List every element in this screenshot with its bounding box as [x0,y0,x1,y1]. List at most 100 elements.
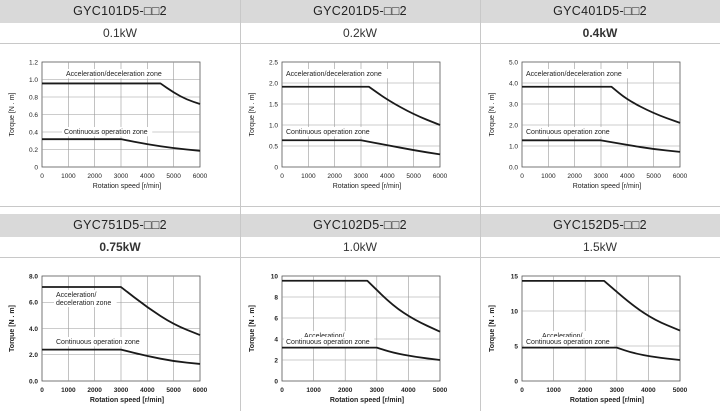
torque-chart-2: 0 1000 2000 3000 4000 5000 6000 0 0.5 1.0 1.5 2.0 2.… [249,59,448,190]
y-tick-label: 4.0 [29,326,38,333]
y-axis-label: Torque [N . m] [249,305,256,352]
x-tick-label: 4000 [401,387,416,394]
zone-label-text: Acceleration/ [304,333,345,340]
acceleration-zone-label: Acceleration/deceleration zone [524,69,632,79]
x-tick-label: 5000 [406,173,421,180]
y-tick-label: 4 [274,336,278,343]
y-axis-label: Torque [N . m] [489,305,496,352]
x-tick-label: 0 [520,387,524,394]
y-tick-label: 3.0 [509,101,518,108]
x-tick-label: 2000 [87,387,102,394]
y-tick-label: 0.5 [269,143,278,150]
label-background [284,69,392,79]
y-tick-label: 5.0 [509,59,518,66]
x-tick-label: 1000 [306,387,321,394]
y-tick-label: 2 [274,357,278,364]
x-tick-label: 6000 [193,173,208,180]
x-tick-label: 3000 [370,387,385,394]
zone-label-text: Acceleration/deceleration zone [526,71,622,78]
y-tick-label: 1.0 [29,77,38,84]
y-tick-label: 0.2 [29,147,38,154]
x-tick-label: 1000 [541,173,556,180]
x-tick-label: 4000 [641,387,656,394]
x-tick-label: 4000 [140,173,155,180]
acceleration-zone-line [282,85,441,126]
y-tick-label: 0.8 [29,94,38,101]
x-tick-label: 0 [40,173,44,180]
x-tick-label: 0 [40,387,44,394]
x-tick-label: 2000 [578,387,593,394]
zone-label-text: Continuous operation zone [56,339,140,346]
x-tick-label: 0 [280,173,284,180]
chart-cell-1: GYC101D5-□□2 0.1kW 0 1000 2000 3000 4000 5000… [0,0,240,206]
y-tick-label: 0.4 [29,129,38,136]
y-tick-label: 0.0 [29,378,38,385]
x-tick-label: 6000 [673,173,688,180]
x-tick-label: 1000 [61,173,76,180]
torque-chart-5: 0 1000 2000 3000 4000 5000 0 2 4 6 8 10 Rotation spe… [249,273,448,404]
acceleration-zone-line [522,85,681,124]
zone-label-text: Acceleration/ [56,292,97,299]
y-tick-label: 0 [274,164,278,171]
chart-cell-3: GYC401D5-□□2 0.4kW 0 1000 2000 3000 4000 5000… [480,0,720,206]
y-tick-label: 0.6 [29,112,38,119]
continuous-zone-line [522,346,681,361]
y-tick-label: 10 [271,273,279,280]
x-tick-label: 4000 [380,173,395,180]
label-background [64,69,172,79]
torque-chart-3: 0 1000 2000 3000 4000 5000 6000 0.0 1.0 2.0 3.0 4.0… [489,59,688,190]
acceleration-zone-label: Acceleration/deceleration zone [54,290,117,308]
torque-chart-4: 0 1000 2000 3000 4000 5000 6000 0.0 2.0 4.0 6.0 8.0… [9,273,208,404]
power-rating: 0.4kW [480,23,720,44]
label-background [284,337,375,347]
y-tick-label: 4.0 [509,80,518,87]
x-tick-label: 3000 [354,173,369,180]
power-rating: 1.0kW [240,237,480,258]
x-tick-label: 3000 [114,173,129,180]
continuous-zone-line [282,139,441,156]
model-title: GYC401D5-□□2 [480,0,720,23]
x-tick-label: 1000 [301,173,316,180]
x-tick-label: 5000 [166,173,181,180]
y-tick-label: 0 [34,164,38,171]
acceleration-zone-label: Acceleration/deceleration zone [64,69,172,79]
plot-area [521,275,681,382]
y-tick-label: 15 [511,273,519,280]
continuous-zone-line [282,346,441,361]
continuous-zone-label: Continuous operation zone [524,337,615,347]
y-tick-label: 6.0 [29,300,38,307]
continuous-zone-label: Continuous operation zone [284,127,375,137]
plot-area [281,275,441,382]
label-background [62,127,153,137]
x-tick-label: 3000 [114,387,129,394]
x-tick-label: 3000 [610,387,625,394]
y-tick-label: 2.0 [509,122,518,129]
y-tick-label: 0 [514,378,518,385]
model-title: GYC201D5-□□2 [240,0,480,23]
model-title: GYC101D5-□□2 [0,0,240,23]
y-tick-label: 1.0 [509,143,518,150]
acceleration-zone-label: Acceleration/deceleration zone [284,69,392,79]
x-axis-label: Rotation speed [r/min] [93,183,162,190]
acceleration-zone-line [42,286,201,336]
y-tick-label: 8 [274,294,278,301]
column-divider [480,0,481,411]
x-tick-label: 3000 [594,173,609,180]
model-title: GYC152D5-□□2 [480,214,720,237]
chart-cell-6: GYC152D5-□□2 1.5kW 0 1000 2000 3000 4000 5000… [480,214,720,411]
x-tick-label: 5000 [166,387,181,394]
chart-cell-5: GYC102D5-□□2 1.0kW 0 1000 2000 3000 4000 5000… [240,214,480,411]
continuous-zone-line [42,138,201,152]
power-rating: 0.1kW [0,23,240,44]
x-axis-label: Rotation speed [r/min] [573,183,642,190]
x-tick-label: 6000 [193,387,208,394]
label-background [54,290,117,308]
x-tick-label: 2000 [338,387,353,394]
chart-cell-2: GYC201D5-□□2 0.2kW 0 1000 2000 3000 4000 5000… [240,0,480,206]
x-tick-label: 0 [520,173,524,180]
y-axis-label: Torque [N . m] [9,92,16,136]
x-tick-label: 2000 [327,173,342,180]
acceleration-zone-line [42,82,201,105]
x-axis-label: Rotation speed [r/min] [333,183,402,190]
